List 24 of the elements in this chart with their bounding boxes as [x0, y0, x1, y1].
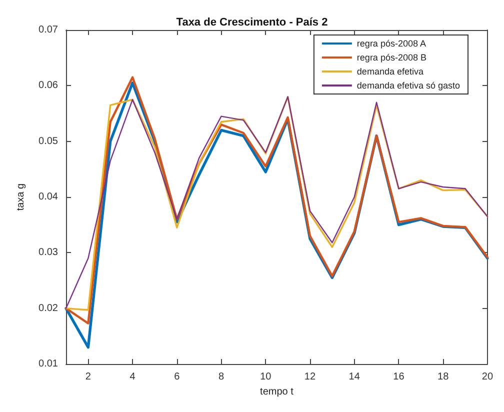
x-tick-label: 16: [393, 372, 405, 382]
legend-label: regra pós-2008 B: [356, 52, 426, 62]
x-tick-label: 12: [304, 372, 316, 382]
chart-title: Taxa de Crescimento - País 2: [176, 16, 328, 28]
y-tick-label: 0.01: [38, 358, 58, 370]
legend-label: demanda efetiva: [356, 66, 424, 76]
x-tick-label: 20: [482, 372, 494, 382]
y-axis-title: taxa g: [16, 183, 26, 211]
x-tick-label: 8: [218, 372, 224, 382]
legend-label: regra pós-2008 A: [356, 38, 426, 48]
y-tick-label: 0.03: [38, 247, 58, 258]
x-tick-label: 18: [438, 372, 450, 382]
x-tick-label: 6: [174, 372, 180, 382]
y-tick-label: 0.04: [38, 192, 58, 202]
y-tick-label: 0.05: [38, 136, 58, 147]
x-axis-title: tempo t: [260, 386, 294, 398]
legend-label: demanda efetiva só gasto: [356, 80, 460, 90]
x-tick-label: 14: [348, 372, 360, 382]
y-tick-label: 0.06: [38, 80, 58, 92]
y-tick-label: 0.02: [38, 302, 58, 314]
x-tick-label: 10: [260, 372, 272, 382]
y-tick-label: 0.07: [38, 24, 58, 36]
x-tick-label: 4: [130, 372, 136, 382]
x-tick-label: 2: [85, 372, 92, 382]
